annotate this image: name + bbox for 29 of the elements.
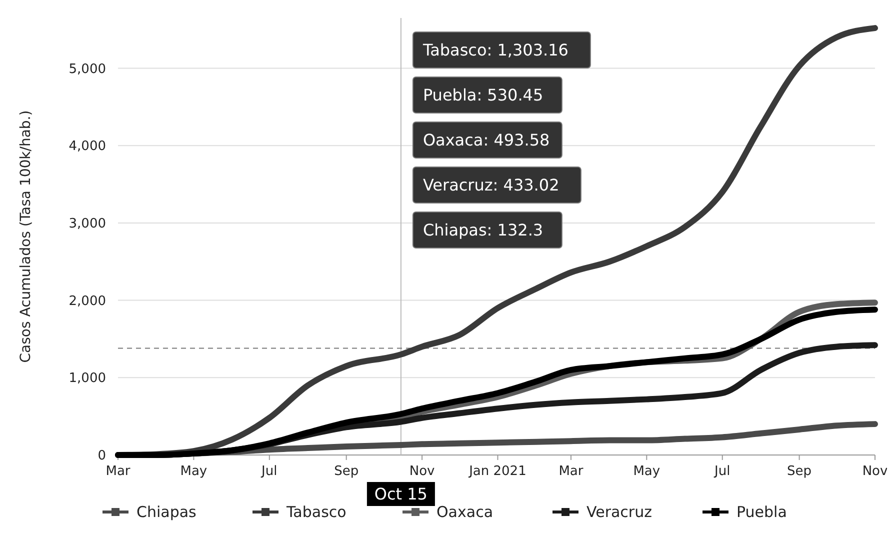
- x-tick-label: Sep: [787, 464, 812, 479]
- x-tick-label: May: [180, 464, 208, 479]
- x-tick-label: Nov: [862, 464, 888, 479]
- annotation: Chiapas: 132.3: [422, 220, 544, 240]
- x-tick-label: Nov: [409, 464, 436, 479]
- x-tick-label: Mar: [558, 464, 584, 479]
- annotation: Puebla: 530.45: [422, 86, 544, 105]
- annotation: Oaxaca: 493.58: [422, 130, 550, 150]
- annotation: Tabasco: 1,303.16: [422, 40, 568, 60]
- y-tick-label: 3,000: [68, 216, 106, 232]
- legend-label: Tabasco: [286, 503, 346, 521]
- x-tick-label: Jan 2021: [468, 464, 526, 479]
- x-tick-label: Jul: [260, 464, 278, 479]
- annotation: Veracruz: 433.02: [422, 176, 560, 195]
- x-tick-label: Sep: [334, 464, 359, 479]
- x-tick-label: Jul: [714, 464, 730, 479]
- legend-label: Puebla: [736, 503, 787, 521]
- x-tick-label: Mar: [106, 464, 131, 479]
- legend-label: Chiapas: [136, 503, 197, 521]
- y-tick-label: 2,000: [68, 294, 106, 309]
- y-axis-title: Casos Acumulados (Tasa 100k/hab.): [18, 110, 34, 363]
- legend-label: Veracruz: [586, 503, 652, 521]
- legend-label: Oaxaca: [436, 503, 494, 521]
- x-tick-label: May: [633, 464, 660, 479]
- ref-line-label: Oct 15: [374, 484, 428, 504]
- y-tick-label: 4,000: [68, 139, 106, 154]
- y-tick-label: 5,000: [68, 62, 106, 77]
- y-tick-label: 0: [98, 448, 106, 464]
- y-tick-label: 1,000: [68, 371, 106, 386]
